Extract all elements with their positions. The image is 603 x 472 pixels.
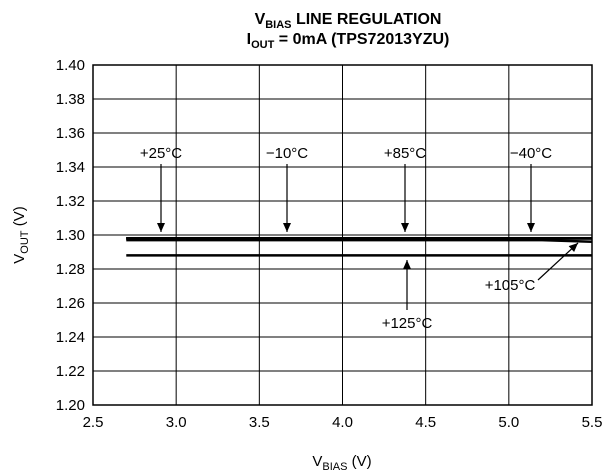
series-label: +105°C xyxy=(485,277,536,294)
x-tick-label: 5.5 xyxy=(582,414,603,431)
x-tick-label: 3.5 xyxy=(249,414,270,431)
plot-frame xyxy=(92,64,593,406)
x-axis-label: VBIAS (V) xyxy=(312,453,371,472)
y-tick-label: 1.34 xyxy=(56,159,85,176)
y-tick-label: 1.26 xyxy=(56,295,85,312)
y-tick-label: 1.24 xyxy=(56,329,85,346)
x-tick-label: 4.0 xyxy=(332,414,353,431)
series-label: −10°C xyxy=(266,145,308,162)
x-tick-label: 2.5 xyxy=(83,414,104,431)
y-tick-label: 1.28 xyxy=(56,261,85,278)
y-tick-label: 1.32 xyxy=(56,193,85,210)
series-label: +25°C xyxy=(140,145,182,162)
y-tick-label: 1.36 xyxy=(56,125,85,142)
x-tick-label: 5.0 xyxy=(498,414,519,431)
pointer-head xyxy=(157,223,165,232)
series-label: −40°C xyxy=(510,145,552,162)
pointer-head xyxy=(403,260,411,269)
y-axis-label: VOUT (V) xyxy=(11,206,31,263)
series-line xyxy=(126,238,593,244)
y-tick-label: 1.38 xyxy=(56,91,85,108)
pointer-head xyxy=(527,223,535,232)
pointer-head xyxy=(401,223,409,232)
y-tick-label: 1.30 xyxy=(56,227,85,244)
chart-title: VBIAS LINE REGULATION xyxy=(255,11,442,31)
pointer-head xyxy=(283,223,291,232)
y-tick-label: 1.22 xyxy=(56,363,85,380)
x-tick-label: 3.0 xyxy=(166,414,187,431)
series-label: +85°C xyxy=(384,145,426,162)
x-tick-label: 4.5 xyxy=(415,414,436,431)
pointer-head xyxy=(568,243,578,253)
y-tick-label: 1.40 xyxy=(56,57,85,74)
pointer-line xyxy=(537,242,579,281)
chart-subtitle: IOUT = 0mA (TPS72013YZU) xyxy=(247,31,450,51)
series-label: +125°C xyxy=(382,315,433,332)
y-tick-label: 1.20 xyxy=(56,397,85,414)
